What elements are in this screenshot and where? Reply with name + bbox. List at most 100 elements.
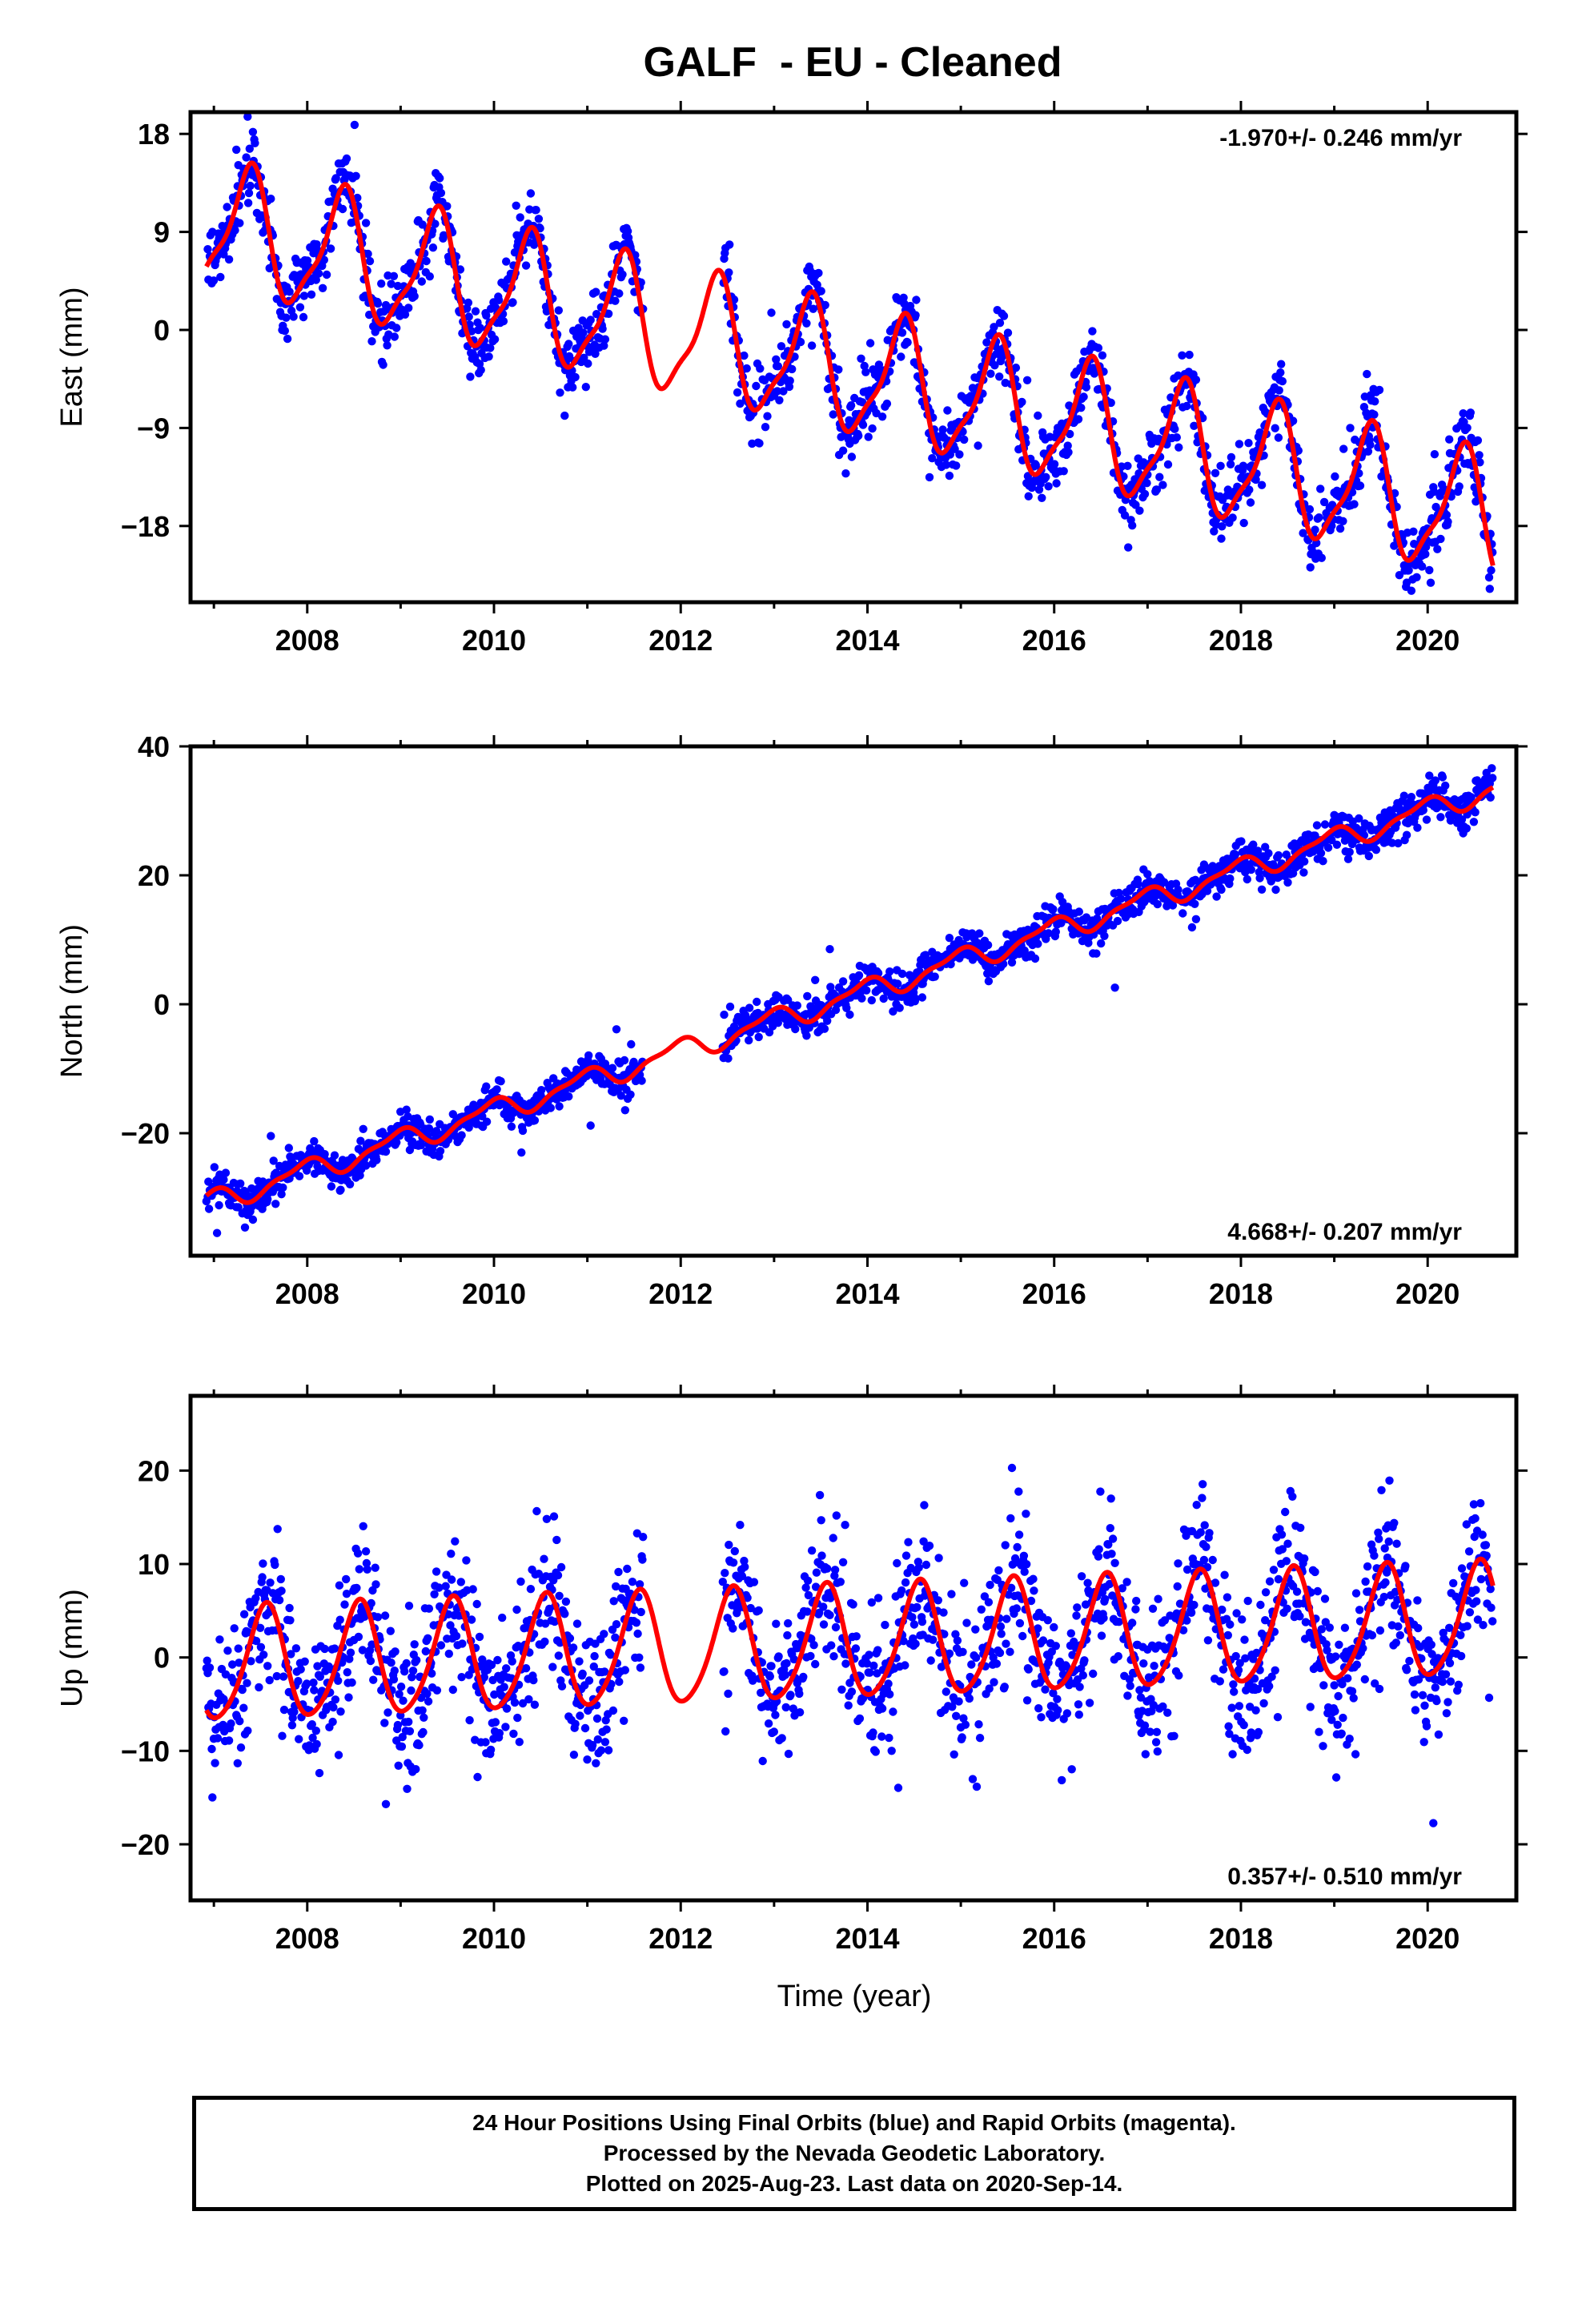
observation-point bbox=[280, 326, 289, 336]
observation-point bbox=[425, 272, 434, 281]
observation-point bbox=[1335, 524, 1345, 533]
observation-point bbox=[475, 1632, 484, 1642]
observation-point bbox=[862, 986, 871, 995]
observation-point bbox=[1163, 460, 1173, 469]
observation-point bbox=[407, 1686, 416, 1695]
observation-point bbox=[994, 1566, 1003, 1575]
observation-point bbox=[530, 1700, 540, 1709]
observation-point bbox=[871, 1747, 881, 1756]
observation-point bbox=[1135, 506, 1144, 515]
observation-point bbox=[1374, 1528, 1383, 1538]
observation-point bbox=[809, 1641, 818, 1650]
observation-point bbox=[1125, 1675, 1134, 1684]
observation-point bbox=[1022, 376, 1032, 384]
observation-point bbox=[1457, 815, 1467, 824]
observation-point bbox=[1274, 1574, 1283, 1584]
observation-point bbox=[1018, 397, 1026, 407]
observation-point bbox=[516, 1577, 525, 1586]
observation-point bbox=[1459, 409, 1468, 418]
observation-point bbox=[431, 219, 440, 228]
observation-point bbox=[1203, 887, 1212, 895]
observation-point bbox=[540, 1554, 548, 1563]
observation-point bbox=[986, 369, 995, 378]
observation-point bbox=[258, 1573, 267, 1582]
observation-point bbox=[1292, 1587, 1302, 1596]
east-panel: 2008 2010 2012 2014 2016 2018 20201890−9−18Eas… bbox=[55, 101, 1528, 657]
observation-point bbox=[1277, 1530, 1287, 1539]
observation-point bbox=[555, 1591, 564, 1601]
observation-point bbox=[1006, 1583, 1016, 1593]
observation-point bbox=[1003, 328, 1013, 337]
observation-point bbox=[1065, 401, 1074, 410]
y-tick-label: 9 bbox=[154, 216, 170, 249]
observation-point bbox=[1079, 392, 1088, 401]
observation-point bbox=[838, 977, 848, 986]
observation-point bbox=[1283, 1539, 1292, 1548]
observation-point bbox=[1022, 1696, 1032, 1705]
observation-point bbox=[580, 1723, 590, 1733]
observation-point bbox=[901, 1661, 909, 1670]
observation-point bbox=[1475, 451, 1484, 460]
observation-point bbox=[451, 1537, 460, 1546]
up-observations bbox=[202, 1463, 1497, 1827]
observation-point bbox=[1316, 849, 1326, 858]
observation-point bbox=[865, 339, 875, 348]
observation-point bbox=[921, 951, 930, 959]
observation-point bbox=[550, 1617, 559, 1626]
observation-point bbox=[387, 279, 396, 288]
observation-point bbox=[1158, 1702, 1167, 1711]
observation-point bbox=[926, 1656, 935, 1665]
observation-point bbox=[402, 1105, 411, 1114]
observation-point bbox=[1259, 1699, 1268, 1708]
observation-point bbox=[296, 1665, 305, 1674]
observation-point bbox=[990, 361, 999, 370]
observation-point bbox=[588, 1740, 597, 1750]
observation-point bbox=[769, 1727, 778, 1736]
observation-point bbox=[775, 396, 784, 404]
observation-point bbox=[1098, 351, 1107, 360]
observation-point bbox=[1385, 1476, 1394, 1486]
observation-point bbox=[479, 1659, 488, 1668]
observation-point bbox=[1239, 518, 1248, 528]
y-tick-label: −9 bbox=[137, 412, 170, 444]
observation-point bbox=[549, 1512, 559, 1521]
observation-point bbox=[901, 1551, 911, 1560]
observation-point bbox=[314, 269, 323, 278]
panels: 2008 2010 2012 2014 2016 2018 20201890−9−18Eas… bbox=[55, 101, 1528, 1955]
observation-point bbox=[873, 1594, 883, 1602]
observation-point bbox=[1238, 1615, 1247, 1624]
observation-point bbox=[767, 308, 776, 317]
observation-point bbox=[1235, 1659, 1244, 1667]
observation-point bbox=[1230, 1687, 1239, 1696]
observation-point bbox=[1340, 1623, 1350, 1632]
up-panel: 2008 2010 2012 2014 2016 2018 202020100−10−20U… bbox=[55, 1385, 1528, 1955]
observation-point bbox=[1170, 424, 1179, 433]
observation-point bbox=[1041, 1685, 1050, 1694]
observation-point bbox=[972, 1782, 982, 1791]
observation-point bbox=[441, 1582, 450, 1590]
observation-point bbox=[1300, 1554, 1309, 1563]
observation-point bbox=[1249, 840, 1258, 849]
observation-point bbox=[736, 1521, 745, 1530]
observation-point bbox=[825, 945, 834, 954]
observation-point bbox=[269, 1156, 278, 1165]
observation-point bbox=[1436, 813, 1445, 822]
observation-point bbox=[295, 1735, 303, 1743]
observation-point bbox=[635, 1653, 644, 1662]
observation-point bbox=[614, 1567, 623, 1577]
observation-point bbox=[553, 1570, 563, 1580]
observation-point bbox=[1371, 846, 1381, 854]
observation-point bbox=[334, 1751, 343, 1759]
observation-point bbox=[803, 991, 812, 1001]
observation-point bbox=[953, 1636, 962, 1645]
observation-point bbox=[826, 1594, 835, 1602]
observation-point bbox=[611, 1633, 620, 1642]
observation-point bbox=[338, 204, 347, 214]
observation-point bbox=[1229, 1680, 1238, 1689]
observation-point bbox=[938, 425, 947, 434]
observation-point bbox=[1001, 1541, 1010, 1550]
observation-point bbox=[209, 276, 219, 285]
observation-point bbox=[236, 1743, 246, 1752]
observation-point bbox=[529, 1675, 538, 1685]
observation-point bbox=[865, 1651, 873, 1659]
